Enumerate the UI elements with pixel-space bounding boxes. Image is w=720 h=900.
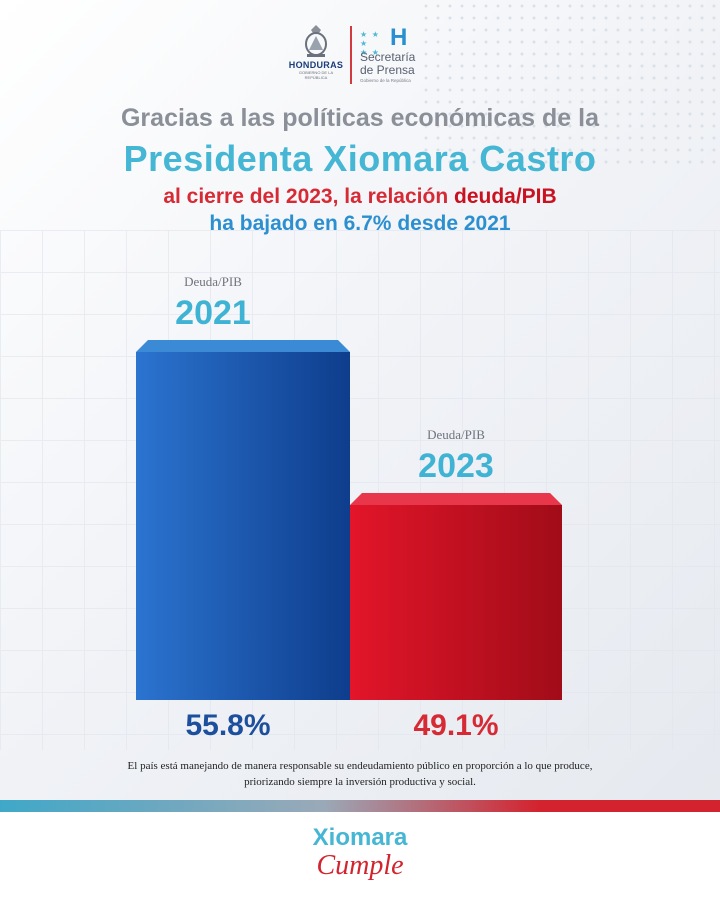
coat-of-arms-icon: [305, 25, 327, 57]
secretaria-prensa-logo: ★ ★ ★ ★ ★ H Secretaría de Prensa Gobierno…: [360, 24, 470, 88]
brand-cumple: Cumple: [316, 850, 404, 881]
headline-name: Presidenta Xiomara Castro: [123, 138, 597, 179]
h-mark: H: [390, 24, 408, 51]
bar-2021: [136, 352, 350, 700]
prensa-label: de Prensa: [360, 63, 415, 77]
series-label-2023: Deuda/PIB: [427, 427, 485, 442]
headline-highlight: deuda/PIB: [454, 185, 557, 208]
stars-icon: ★ ★ ★ ★ ★: [360, 30, 380, 57]
headline-line1: Gracias a las políticas económicas de la: [120, 104, 599, 132]
bar-top-2023: [350, 493, 562, 505]
gobierno-label: Gobierno de la República: [360, 78, 411, 83]
year-label-2021: 2021: [175, 294, 251, 332]
header-logos: HONDURAS GOBIERNO DE LA REPÚBLICA ★ ★ ★ ★…: [0, 22, 720, 92]
bar-2023: [350, 505, 562, 700]
honduras-label: HONDURAS: [288, 60, 344, 70]
footnote: El país está manejando de manera respons…: [40, 758, 680, 790]
headline-line3-text: al cierre del 2023, la relación: [163, 185, 454, 208]
brand-xiomara: Xiomara: [312, 824, 408, 851]
value-label-2023: 49.1%: [413, 709, 498, 742]
value-label-2021: 55.8%: [185, 709, 270, 742]
decorative-dot-pattern: [420, 0, 720, 170]
honduras-logo: HONDURAS GOBIERNO DE LA REPÚBLICA: [288, 24, 344, 90]
bar-top-2021: [136, 340, 350, 352]
color-band: [0, 800, 720, 812]
secretaria-label: Secretaría: [360, 50, 416, 64]
headline-line3: al cierre del 2023, la relación deuda/PI…: [0, 185, 720, 209]
footnote-line1: El país está manejando de manera respons…: [127, 760, 593, 772]
headline-line4: ha bajado en 6.7% desde 2021: [209, 212, 511, 235]
footnote-line2: priorizando siempre la inversión product…: [244, 776, 476, 788]
honduras-sublabel: GOBIERNO DE LA REPÚBLICA: [298, 70, 334, 80]
logo-separator: [350, 26, 352, 84]
bar-chart: Deuda/PIB 2021 55.8% Deuda/PIB 2023 49.1%: [136, 274, 562, 742]
year-label-2023: 2023: [418, 447, 494, 485]
bottom-panel: [0, 812, 720, 900]
series-label-2021: Deuda/PIB: [184, 274, 242, 289]
